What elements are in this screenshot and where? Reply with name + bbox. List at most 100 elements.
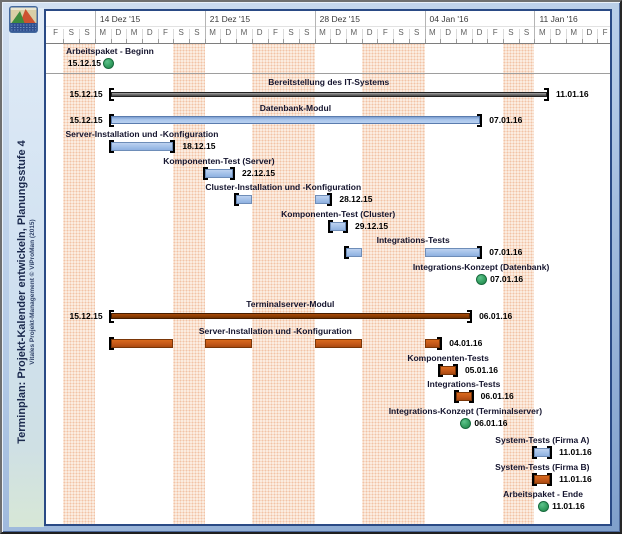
- day-letter: D: [146, 28, 153, 37]
- summary-bar[interactable]: [110, 91, 547, 97]
- day-letter: M: [429, 28, 436, 37]
- summary-bar[interactable]: [110, 116, 481, 124]
- milestone-dot[interactable]: [537, 500, 549, 512]
- bar-start-bracket: [453, 389, 459, 403]
- week-boundary-line: [424, 11, 426, 42]
- day-letter: F: [602, 28, 608, 37]
- day-letter-separator: [157, 29, 159, 39]
- day-tick: [361, 39, 363, 43]
- day-letter: S: [398, 28, 404, 37]
- day-letter: D: [225, 28, 232, 37]
- bar-start-bracket: [108, 139, 114, 153]
- task-label: Arbeitspaket - Ende: [503, 489, 583, 499]
- day-letter-separator: [471, 29, 473, 39]
- week-boundary-line: [94, 11, 96, 42]
- day-letter: D: [445, 28, 451, 37]
- task-bar[interactable]: [440, 365, 456, 375]
- day-letter: D: [366, 28, 373, 37]
- day-letter: M: [570, 28, 578, 37]
- day-letter: F: [272, 28, 278, 37]
- week-boundary-line: [204, 11, 206, 42]
- task-end-date: 28.12.15: [339, 193, 373, 204]
- day-tick: [251, 39, 253, 43]
- day-letter: S: [68, 28, 74, 37]
- task-bar[interactable]: [204, 338, 252, 348]
- day-tick: [565, 39, 567, 43]
- nonworking-band: [503, 43, 535, 524]
- bar-start-bracket: [532, 445, 538, 459]
- day-letter-separator: [550, 29, 552, 39]
- summary-bar[interactable]: [110, 313, 471, 319]
- milestone-dot[interactable]: [103, 57, 115, 69]
- day-letter: S: [304, 28, 310, 37]
- day-tick: [408, 39, 410, 43]
- day-letter-separator: [361, 29, 363, 39]
- task-bar[interactable]: [534, 474, 551, 484]
- milestone-dot[interactable]: [475, 273, 487, 285]
- day-tick: [173, 39, 175, 43]
- task-label: Komponenten-Test (Cluster): [281, 209, 396, 219]
- day-letter-separator: [79, 29, 81, 39]
- bar-start-bracket: [328, 219, 334, 233]
- week-label: 11 Jan '16: [539, 14, 578, 24]
- task-label: System-Tests (Firma B): [495, 462, 590, 472]
- day-tick: [393, 39, 395, 43]
- day-letter-separator: [283, 29, 285, 39]
- bar-start-bracket: [438, 363, 444, 377]
- day-letter-separator: [330, 29, 332, 39]
- task-label: Komponenten-Tests: [407, 353, 489, 363]
- bar-start-bracket: [108, 113, 114, 127]
- bar-start-bracket: [532, 472, 538, 486]
- task-label: Integrations-Tests: [427, 379, 501, 389]
- task-bar[interactable]: [424, 338, 441, 348]
- day-letter-separator: [518, 29, 520, 39]
- day-letter: F: [53, 28, 59, 37]
- task-bar[interactable]: [236, 194, 252, 204]
- day-letter-separator: [503, 29, 505, 39]
- day-letter: S: [178, 28, 184, 37]
- day-letter-separator: [346, 29, 348, 39]
- day-tick: [110, 39, 112, 43]
- bar-end-bracket: [327, 192, 333, 206]
- task-bar[interactable]: [314, 338, 362, 348]
- nonworking-band: [63, 43, 95, 524]
- task-bar[interactable]: [314, 194, 331, 204]
- bar-start-bracket: [108, 87, 114, 101]
- day-letter-separator: [251, 29, 253, 39]
- task-bar[interactable]: [534, 447, 551, 457]
- day-letter-separator: [173, 29, 175, 39]
- day-letter: M: [350, 28, 358, 37]
- bar-start-bracket: [202, 166, 208, 180]
- task-bar[interactable]: [424, 247, 481, 257]
- day-letter: D: [335, 28, 342, 37]
- milestone-date: 11.01.16: [552, 500, 585, 511]
- day-tick: [236, 39, 238, 43]
- task-bar[interactable]: [204, 168, 233, 178]
- task-bar[interactable]: [455, 391, 472, 401]
- day-letter: D: [555, 28, 561, 37]
- task-bar[interactable]: [110, 141, 174, 151]
- app-logo-icon: [9, 6, 38, 33]
- milestone-dot[interactable]: [459, 417, 471, 429]
- task-end-date: 22.12.15: [242, 167, 276, 178]
- day-letter: S: [508, 28, 514, 37]
- day-letter: M: [240, 28, 248, 37]
- day-tick: [377, 39, 379, 43]
- week-boundary-line: [534, 11, 536, 42]
- task-bar[interactable]: [330, 221, 347, 231]
- day-tick: [189, 39, 191, 43]
- bar-end-bracket: [467, 309, 473, 323]
- day-letter-separator: [581, 29, 583, 39]
- header-bottom-line: [46, 43, 610, 44]
- week-boundary-line: [314, 11, 316, 42]
- task-label: Komponenten-Test (Server): [163, 156, 275, 166]
- task-bar[interactable]: [346, 247, 362, 257]
- day-letter: S: [288, 28, 294, 37]
- task-label: Integrations-Konzept (Datenbank): [412, 262, 550, 272]
- week-label: 28 Dez '15: [319, 14, 361, 24]
- day-letter: D: [476, 28, 483, 37]
- task-bar[interactable]: [110, 338, 174, 348]
- day-letter-separator: [236, 29, 238, 39]
- day-tick: [220, 39, 222, 43]
